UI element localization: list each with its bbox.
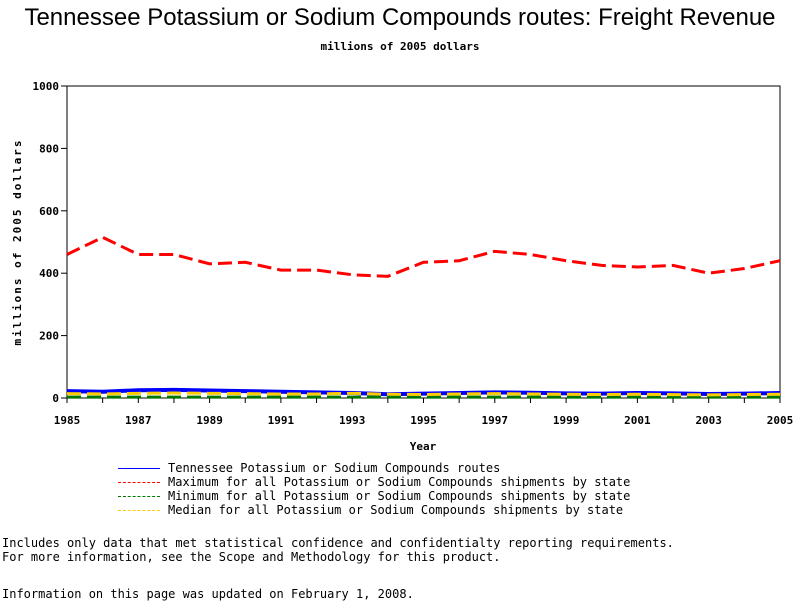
legend-swatch	[118, 495, 160, 497]
y-tick-label: 1000	[33, 80, 60, 93]
x-tick-label: 1987	[125, 414, 152, 427]
legend-item: Minimum for all Potassium or Sodium Comp…	[118, 489, 630, 503]
x-axis-label: Year	[410, 440, 437, 453]
y-tick-label: 400	[39, 267, 59, 280]
notes: Includes only data that met statistical …	[2, 536, 674, 564]
note-line-2: For more information, see the Scope and …	[2, 550, 501, 564]
legend-label: Tennessee Potassium or Sodium Compounds …	[168, 461, 501, 475]
legend-label: Maximum for all Potassium or Sodium Comp…	[168, 475, 631, 489]
y-tick-label: 600	[39, 205, 59, 218]
x-tick-label: 2003	[695, 414, 722, 427]
y-tick-label: 200	[39, 330, 59, 343]
y-tick-label: 800	[39, 142, 59, 155]
note-line-1: Includes only data that met statistical …	[2, 536, 674, 550]
legend-swatch	[118, 509, 160, 511]
series-line-0	[66, 387, 781, 397]
series-layer	[66, 235, 781, 399]
y-axis-label: millions of 2005 dollars	[11, 139, 24, 346]
legend-label: Minimum for all Potassium or Sodium Comp…	[168, 489, 631, 503]
legend-swatch	[118, 481, 160, 483]
x-tick-label: 1989	[196, 414, 223, 427]
x-tick-label: 2005	[767, 414, 794, 427]
legend-item: Tennessee Potassium or Sodium Compounds …	[118, 461, 630, 475]
x-tick-label: 2001	[624, 414, 651, 427]
updated-note: Information on this page was updated on …	[2, 587, 414, 601]
legend-label: Median for all Potassium or Sodium Compo…	[168, 503, 624, 517]
x-tick-label: 1999	[553, 414, 580, 427]
x-tick-label: 1997	[482, 414, 509, 427]
x-tick-label: 1993	[339, 414, 366, 427]
x-axis: 1985 1987 1989 1991 1993 1995 1997 1999 2001 2003…	[54, 398, 794, 427]
legend: Tennessee Potassium or Sodium Compounds …	[118, 461, 630, 517]
legend-item: Median for all Potassium or Sodium Compo…	[118, 503, 630, 517]
plot-frame	[66, 85, 781, 399]
chart-title: Tennessee Potassium or Sodium Compounds …	[24, 4, 776, 31]
series-line-1	[66, 235, 781, 278]
legend-swatch	[118, 467, 160, 469]
x-tick-label: 1991	[268, 414, 295, 427]
y-axis: 0 200 400 600 800 1000	[33, 80, 67, 405]
x-tick-label: 1995	[410, 414, 437, 427]
legend-item: Maximum for all Potassium or Sodium Comp…	[118, 475, 630, 489]
chart-subtitle: millions of 2005 dollars	[320, 40, 480, 53]
y-tick-label: 0	[52, 392, 59, 405]
x-tick-label: 1985	[54, 414, 81, 427]
